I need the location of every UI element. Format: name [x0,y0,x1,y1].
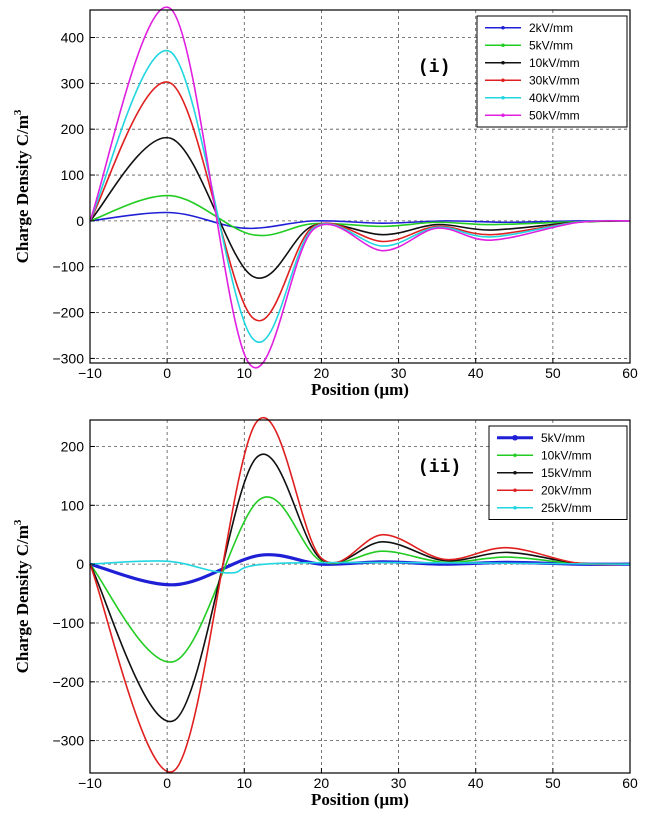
legend-marker [501,25,505,30]
legend-entry-label: 5kV/mm [541,431,585,445]
series-line-5kvmm [89,194,631,237]
x-tick-label: 50 [545,775,561,791]
legend-marker [501,78,505,83]
y-tick-label: −100 [52,615,84,631]
x-tick-label: 20 [314,775,330,791]
series-line-50kvmm [89,6,631,369]
series-line-2kvmm [89,211,631,230]
legend-entry-label: 30kV/mm [529,73,580,87]
legend-marker [501,43,505,48]
legend-marker [512,434,518,441]
series-line-25kvmm [89,560,631,574]
x-tick-label: 30 [391,775,407,791]
x-tick-label: 50 [545,365,561,381]
x-tick-label: 30 [391,365,407,381]
y-tick-label: −200 [52,674,84,690]
series-line-30kvmm [89,81,631,322]
x-tick-label: 60 [622,775,638,791]
x-tick-label: 20 [314,365,330,381]
chart-panel-ii: −10 0 10 20 30 40 50 60−300−200−1000100200Posit… [12,417,638,809]
plot-frame [89,419,631,774]
y-axis-label-superscript: 3 [12,109,24,115]
y-tick-label: 100 [61,167,85,183]
y-axis-label-text: Charge Density C/m [13,115,32,263]
y-axis-label: Charge Density C/m3 [12,109,32,263]
legend: 2kV/mm 5kV/mm 10kV/mm 30kV/mm 40kV/mm 50kV/mm [476,15,628,128]
legend-entry-label: 2kV/mm [529,21,573,35]
series-line-10kvmm [89,496,631,663]
x-tick-label: 10 [236,775,252,791]
y-tick-label: 300 [61,75,85,91]
legend-entry-label: 20kV/mm [541,483,592,497]
legend-marker [501,60,505,65]
x-tick-label: 60 [622,365,638,381]
y-tick-label: −200 [52,305,84,321]
legend-entry-label: 15kV/mm [541,466,592,480]
x-tick-label: 0 [163,365,171,381]
legend-marker [513,453,517,458]
legend-entry-label: 10kV/mm [529,56,580,70]
y-tick-label: 200 [61,438,85,454]
y-tick-label: 400 [61,30,85,46]
x-axis-label: Position (μm) [311,790,409,809]
legend-marker [513,488,517,493]
legend: 5kV/mm 10kV/mm 15kV/mm 20kV/mm 25kV/mm [488,425,628,520]
legend-marker [501,95,505,100]
y-axis-label-text: Charge Density C/m [13,525,32,673]
y-tick-label: 100 [61,497,85,513]
panel-label: (ii) [418,458,461,478]
x-tick-label: 40 [468,365,484,381]
chart-panel-i: −10 0 10 20 30 40 50 60−300−200−100010020030040… [12,6,638,399]
legend-box [476,15,628,128]
y-tick-label: −100 [52,259,84,275]
x-tick-label: −10 [78,365,102,381]
panel-label: (i) [418,58,450,78]
x-tick-label: −10 [78,775,102,791]
y-tick-label: −300 [52,350,84,366]
series-line-20kvmm [89,417,631,773]
legend-entry-label: 5kV/mm [529,38,573,52]
y-tick-label: 0 [76,213,84,229]
legend-entry-label: 10kV/mm [541,448,592,462]
legend-entry-label: 25kV/mm [541,501,592,515]
series-line-40kvmm [89,49,631,343]
y-tick-label: −300 [52,733,84,749]
y-axis-label: Charge Density C/m3 [12,519,32,673]
x-tick-label: 10 [236,365,252,381]
legend-marker [513,470,517,475]
legend-marker [513,505,517,510]
y-tick-label: 200 [61,121,85,137]
y-axis-label-superscript: 3 [12,519,24,525]
y-tick-label: 0 [76,556,84,572]
legend-entry-label: 40kV/mm [529,91,580,105]
x-axis-label: Position (μm) [311,380,409,399]
legend-marker [501,113,505,118]
legend-entry-label: 50kV/mm [529,108,580,122]
x-tick-label: 0 [163,775,171,791]
x-tick-label: 40 [468,775,484,791]
plot-frame [89,9,631,364]
series-line-10kvmm [89,136,631,279]
